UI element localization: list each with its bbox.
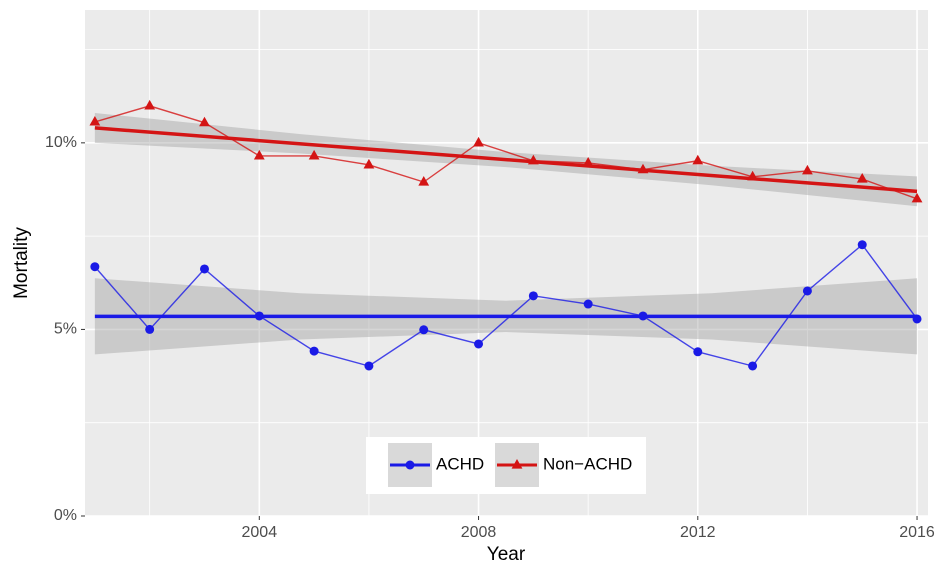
grid [85,10,928,517]
point [363,158,375,169]
point [692,154,704,165]
point [309,346,319,356]
lines [89,99,923,371]
y-tick-label: 10% [45,134,77,151]
point [802,164,813,175]
legend-label: ACHD [436,454,484,473]
x-axis-title: Year [487,544,526,565]
point [474,339,484,349]
point [583,299,593,309]
point [253,149,265,160]
point [364,361,374,371]
series-line [94,243,918,367]
point [90,262,100,272]
point [199,264,209,274]
point [693,347,703,357]
x-tick-label: 2016 [899,524,935,541]
point [856,173,868,183]
y-axis-title: Mortality [11,227,32,299]
y-tick-label: 0% [54,507,77,524]
point [308,149,320,160]
point [748,361,758,371]
point [802,286,812,296]
point [144,99,156,110]
point [418,176,430,186]
legend-label: Non−ACHD [543,454,632,473]
point [528,291,538,301]
point [911,192,923,203]
y-tick-label: 5% [54,321,77,338]
point [511,459,523,469]
axes: 0% 5% 10% 2004 2008 2012 2016 [45,134,935,541]
x-tick-label: 2008 [461,524,497,541]
point [89,115,101,126]
point [473,136,484,147]
point [199,116,210,127]
x-tick-label: 2012 [680,524,716,541]
panel [85,10,928,516]
legend: ACHD Non−ACHD [366,437,646,494]
point [405,460,415,470]
point [145,324,155,334]
point [419,325,429,335]
x-tick-label: 2004 [242,524,278,541]
point [857,240,867,250]
trend-line [94,126,918,194]
